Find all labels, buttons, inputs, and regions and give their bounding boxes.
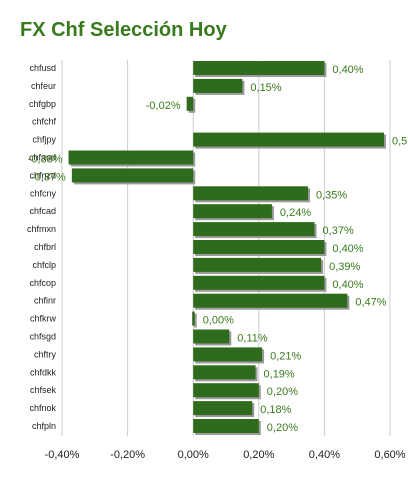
x-axis: -0,40% -0,20% 0,00% 0,20% 0,40% 0,60% [45,449,406,461]
category-label: chfsek [30,385,57,395]
bar [193,293,348,308]
category-label: chfpln [32,421,56,431]
value-label: 0,00% [203,315,234,327]
x-tick-label: 0,00% [178,449,209,461]
bar [193,365,256,380]
bar-shadow [194,313,197,328]
category-label: chfjpy [32,135,56,145]
bar [193,347,263,362]
category-label: chfgbp [29,99,56,109]
x-tick-label: 0,40% [309,449,340,461]
bar [193,132,384,147]
x-tick-label: -0,40% [45,449,80,461]
value-label: 0,40% [332,243,363,255]
bar [186,96,194,111]
category-label: chfnok [29,403,56,413]
bar [193,186,308,201]
value-label: -0,38% [28,154,63,166]
value-label: 0,21% [270,350,301,362]
bar [193,275,325,290]
bar [193,204,272,219]
value-label: 0,47% [355,297,386,309]
bar [193,329,230,344]
category-label: chfinr [34,296,56,306]
labels: chfusd 0,40% chfeur 0,15% chfgbp -0,02% chfchf… [27,63,407,434]
category-label: chfbrl [34,242,56,252]
category-label: chfnzd [29,170,56,180]
value-label: 0,40% [332,279,363,291]
value-label: 0,20% [267,422,298,434]
bar [193,383,259,398]
value-label: 0,18% [260,404,291,416]
category-label: chfcny [30,188,57,198]
category-label: chfclp [32,260,56,270]
chart-title: FX Chf Selección Hoy [20,19,227,41]
value-label: 0,5 [392,136,407,148]
value-label: 0,15% [250,82,281,94]
category-label: chfeur [31,81,56,91]
bar [71,168,194,183]
bar [68,150,194,165]
value-label: 0,11% [237,333,268,345]
category-label: chfdkk [30,367,57,377]
x-tick-label: 0,20% [243,449,274,461]
bar [193,240,325,254]
value-label: 0,35% [316,189,347,201]
category-label: chfchf [32,117,57,127]
value-label: 0,24% [280,207,311,219]
value-label: 0,19% [264,368,295,380]
category-label: chfcad [29,206,56,216]
category-label: chfsgd [29,332,56,342]
value-label: 0,40% [332,64,363,76]
bar [193,419,259,433]
bar [193,257,322,272]
bar [193,61,325,75]
category-label: chfkrw [30,314,57,324]
value-label: -0,37% [31,171,66,183]
value-label: 0,39% [329,261,360,273]
bar [192,311,195,326]
bar [193,401,253,416]
bar [193,78,243,93]
value-label: -0,02% [146,100,181,112]
bar [193,222,315,237]
category-label: chfaud [29,153,56,163]
bars [68,61,386,435]
category-label: chfusd [29,63,56,73]
category-label: chfcop [29,278,56,288]
category-label: chftry [34,349,57,359]
value-label: 0,37% [323,225,354,237]
category-label: chfmxn [27,224,56,234]
x-tick-label: -0,20% [110,449,145,461]
value-label: 0,20% [267,386,298,398]
x-tick-label: 0,60% [374,449,405,461]
